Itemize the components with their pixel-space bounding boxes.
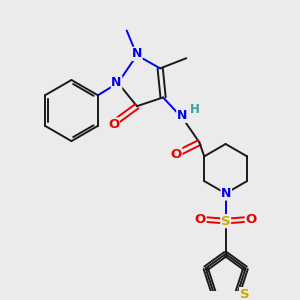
Text: O: O [195, 212, 206, 226]
Text: N: N [221, 187, 231, 200]
Text: S: S [239, 288, 249, 300]
Text: N: N [177, 109, 187, 122]
Text: N: N [111, 76, 122, 89]
Text: S: S [221, 214, 230, 228]
Text: O: O [245, 212, 256, 226]
Text: N: N [132, 47, 142, 60]
Text: O: O [171, 148, 182, 161]
Text: H: H [190, 103, 200, 116]
Text: O: O [108, 118, 119, 131]
